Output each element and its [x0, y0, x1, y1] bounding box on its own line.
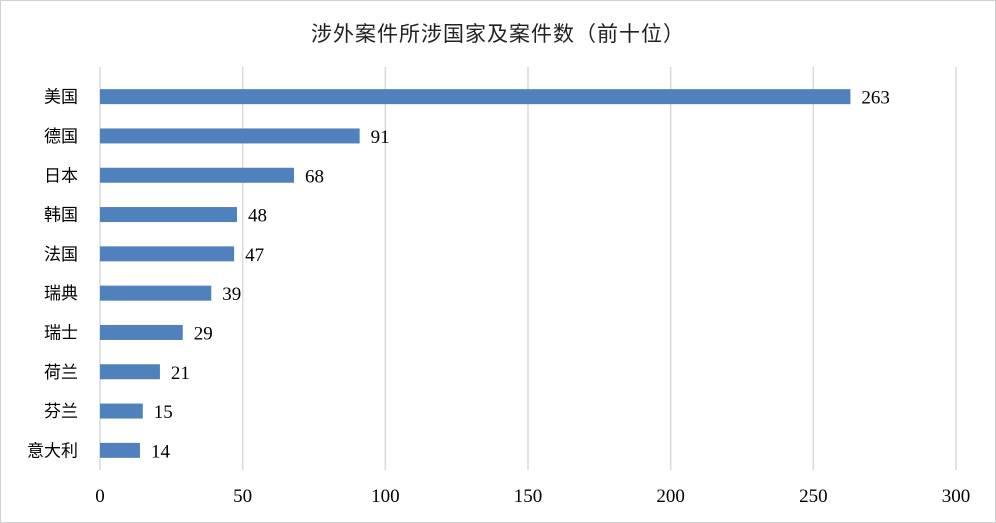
data-label: 14: [151, 441, 171, 462]
bar: [100, 364, 160, 380]
x-tick-label: 0: [95, 486, 105, 507]
category-label: 日本: [44, 166, 78, 186]
bar: [100, 128, 360, 144]
bar: [100, 167, 295, 183]
data-label: 21: [171, 363, 190, 384]
bar: [100, 442, 140, 458]
data-label: 39: [222, 284, 241, 305]
gridlines: [99, 67, 957, 470]
data-label: 15: [154, 402, 173, 423]
bars: [100, 89, 851, 458]
x-tick-label: 200: [656, 486, 685, 507]
data-label: 68: [305, 166, 324, 187]
bar: [100, 89, 851, 105]
bar: [100, 324, 183, 340]
x-tick-label: 250: [799, 486, 828, 507]
category-label: 芬兰: [44, 402, 78, 422]
category-label: 意大利: [27, 441, 78, 461]
bar: [100, 246, 235, 262]
data-label: 29: [194, 323, 213, 344]
category-label: 瑞典: [44, 284, 78, 304]
x-tick-label: 150: [514, 486, 543, 507]
bar: [100, 207, 237, 223]
data-label: 47: [245, 245, 264, 266]
bar: [100, 403, 143, 419]
x-axis-ticks: 0 50 100 150 200 250 300: [95, 486, 970, 507]
category-label: 法国: [44, 245, 78, 265]
x-tick-label: 100: [371, 486, 400, 507]
category-label: 荷兰: [44, 363, 78, 383]
x-tick-label: 50: [233, 486, 252, 507]
x-tick-label: 300: [942, 486, 971, 507]
data-label: 91: [371, 127, 390, 148]
bar: [100, 285, 212, 301]
category-label: 德国: [44, 127, 78, 147]
category-label: 瑞士: [44, 323, 78, 343]
data-label: 263: [861, 88, 890, 109]
chart-title: 涉外案件所涉国家及案件数（前十位）: [311, 22, 685, 46]
category-label: 韩国: [44, 206, 78, 226]
category-label: 美国: [44, 88, 78, 108]
data-label: 48: [248, 206, 267, 227]
